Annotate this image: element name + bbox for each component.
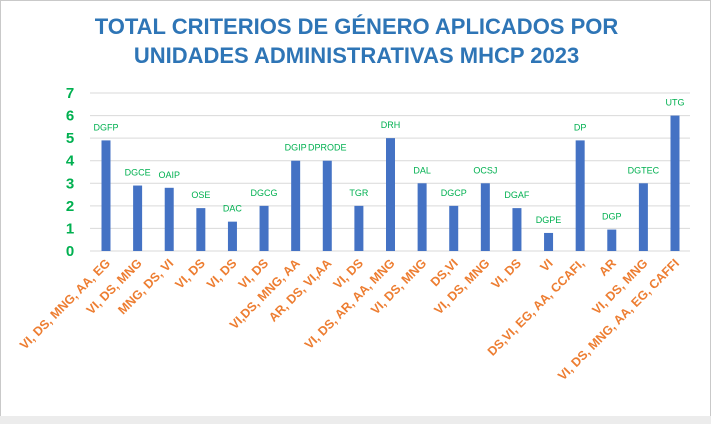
data-label: DP <box>574 122 587 132</box>
y-tick-label: 2 <box>66 198 74 215</box>
data-label: TGR <box>349 188 368 198</box>
bar <box>101 140 111 251</box>
y-tick-label: 4 <box>66 153 75 170</box>
chart-title-line-2: UNIDADES ADMINISTRATIVAS MHCP 2023 <box>133 43 580 68</box>
bar <box>544 232 554 251</box>
bar <box>512 208 522 251</box>
bar <box>480 183 490 251</box>
data-label: DGFP <box>93 122 118 132</box>
x-tick-label: VI <box>537 256 555 274</box>
y-tick-label: 0 <box>66 243 74 260</box>
data-label: OAIP <box>158 170 180 180</box>
data-label: DGP <box>602 212 622 222</box>
data-label: DGAF <box>504 190 530 200</box>
bar <box>164 187 174 251</box>
data-label: DGIP <box>285 143 307 153</box>
bar <box>670 115 680 251</box>
bar <box>322 160 332 251</box>
x-tick-label: VI, DS <box>489 256 524 291</box>
bar <box>227 221 237 251</box>
data-label: DGCE <box>125 168 151 178</box>
bar <box>449 205 459 251</box>
chart-title-line-1: TOTAL CRITERIOS DE GÉNERO APLICADOS POR <box>94 14 619 39</box>
data-label: DGPE <box>536 215 562 225</box>
data-label: DPRODE <box>308 143 347 153</box>
data-label: OSE <box>191 190 210 200</box>
x-tick-label: AR <box>596 256 619 279</box>
x-tick-label: VI, DS <box>173 256 208 291</box>
bar <box>354 205 364 251</box>
bar <box>575 140 585 251</box>
bar <box>638 183 648 251</box>
bar <box>417 183 427 251</box>
bar <box>386 138 395 251</box>
data-label: DGCG <box>251 188 278 198</box>
y-tick-label: 6 <box>66 108 74 125</box>
bar <box>196 208 206 251</box>
data-label: OCSJ <box>473 165 497 175</box>
data-label: DAC <box>223 204 243 214</box>
data-label: UTG <box>666 98 685 108</box>
y-tick-label: 5 <box>66 130 74 147</box>
data-label: DRH <box>381 120 401 130</box>
bar <box>607 229 617 251</box>
chart-title: TOTAL CRITERIOS DE GÉNERO APLICADOS POR … <box>0 12 713 70</box>
bar <box>291 160 301 251</box>
y-tick-label: 3 <box>66 175 74 192</box>
y-tick-label: 1 <box>66 220 74 237</box>
y-tick-label: 7 <box>66 85 74 102</box>
x-tick-label: VI, DS <box>204 256 239 291</box>
bar <box>133 185 143 251</box>
data-label: DGTEC <box>628 165 660 175</box>
data-label: DAL <box>413 165 431 175</box>
data-label: DGCP <box>441 188 467 198</box>
bar <box>259 205 269 251</box>
bottom-strip <box>0 416 711 424</box>
